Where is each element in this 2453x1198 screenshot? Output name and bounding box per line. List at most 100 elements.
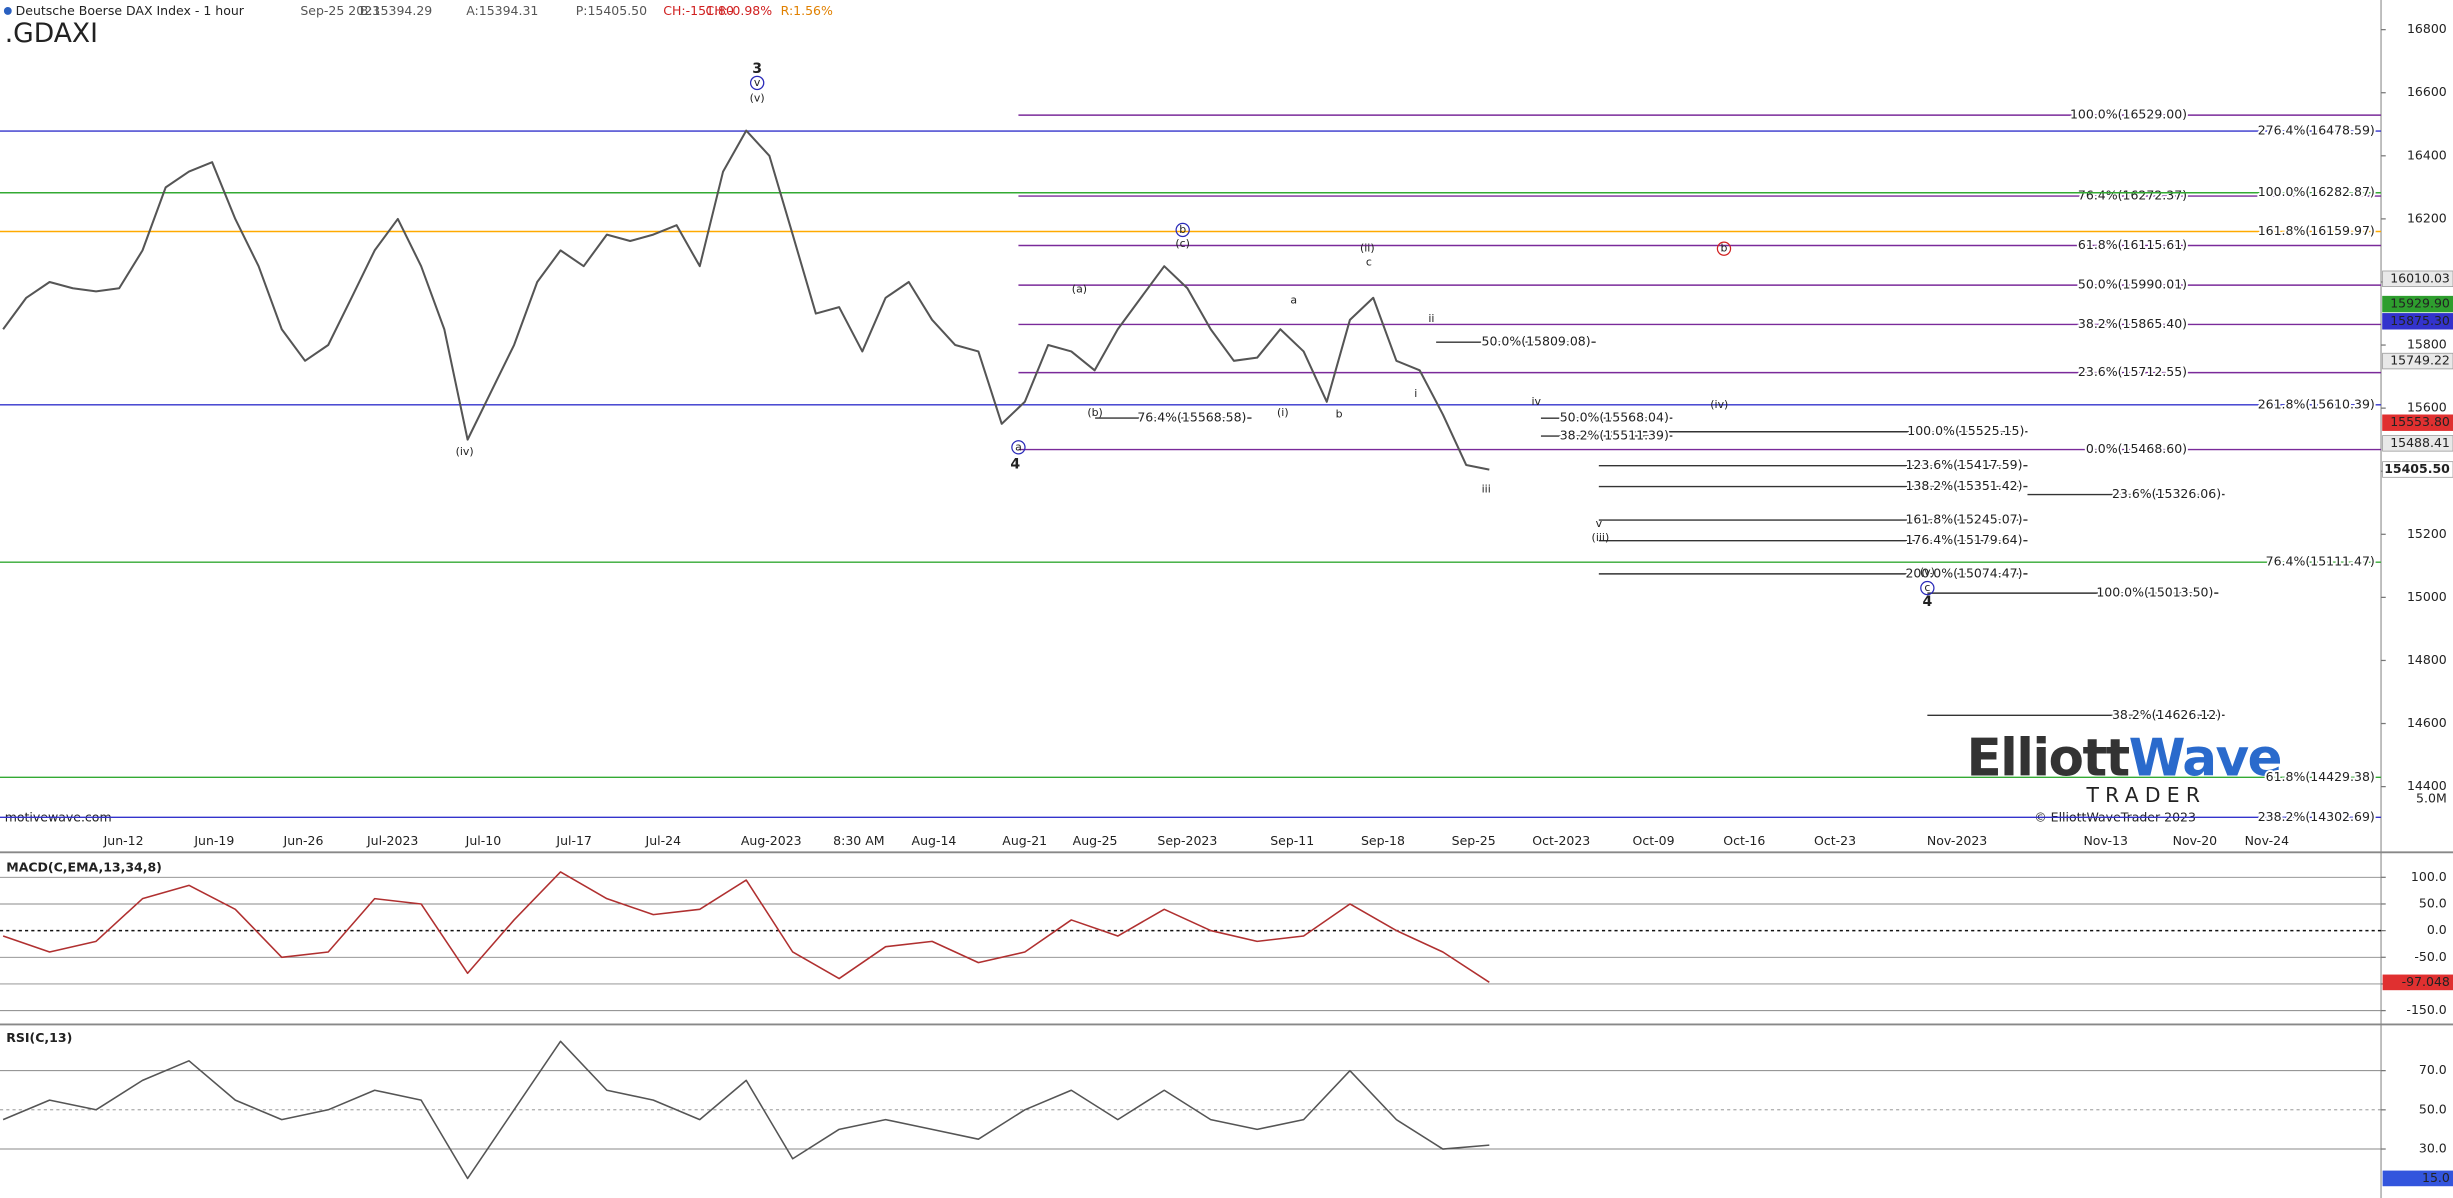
fib-label: 50.0%(15809.08) [1481, 334, 1590, 349]
x-tick-label: Jun-26 [283, 833, 324, 848]
wave-label: (c) [1175, 237, 1190, 250]
x-tick-label: Sep-2023 [1157, 833, 1217, 848]
wave-label: 4 [1010, 456, 1020, 472]
price-tag-label: 15553.80 [2390, 414, 2450, 429]
value-tag [2382, 1170, 2453, 1187]
price-tag-label: 15405.50 [2384, 461, 2450, 476]
y-tick-label: 100.0 [2411, 869, 2447, 884]
fib-label: 23.6%(15712.55) [2078, 364, 2187, 379]
value-tag [2382, 974, 2453, 991]
fib-label: 100.0%(16529.00) [2070, 107, 2187, 122]
wave-label: (iv) [456, 445, 474, 458]
fib-label: 38.2%(15511.39) [1560, 428, 1669, 443]
fib-label: 100.0%(16282.87) [2258, 184, 2375, 199]
y-tick-label: 50.0 [2419, 1101, 2447, 1116]
fib-label: 261.8%(15610.39) [2258, 396, 2375, 411]
wave-label: (ii) [1360, 242, 1375, 255]
wave-label: 4 [1922, 594, 1932, 610]
header-date: Sep-25 2023 [300, 2, 380, 17]
y-tick-label: 16800 [2407, 21, 2447, 36]
fib-label: 276.4%(16478.59) [2258, 123, 2375, 138]
wave-label: a [1015, 440, 1022, 453]
x-tick-label: Jun-19 [193, 833, 234, 848]
fib-label: 138.2%(15351.42) [1905, 478, 2022, 493]
fib-label: 100.0%(15525.15) [1907, 423, 2024, 438]
price-tag [2382, 461, 2453, 478]
header-bid: B:15394.29 [360, 2, 432, 17]
logo-name: ElliottWave [1966, 729, 2281, 789]
y-tick-label: 15800 [2407, 337, 2447, 352]
fib-label: 238.2%(14302.69) [2258, 809, 2375, 824]
fib-label: 50.0%(15990.01) [2078, 277, 2187, 292]
logo-name-1: Elliott [1966, 729, 2129, 789]
price-tag [2382, 414, 2453, 431]
y-tick-label: 16600 [2407, 84, 2447, 99]
panel-title: RSI(C,13) [6, 1030, 72, 1045]
wave-circle [1920, 580, 1935, 596]
data-line [2, 871, 1490, 983]
x-tick-label: 8:30 AM [833, 833, 884, 848]
y-tick-label: 30.0 [2419, 1141, 2447, 1156]
y-tick-label: 15200 [2407, 526, 2447, 541]
symbol: .GDAXI [5, 18, 98, 49]
volume-tick-label: 5.0M [2416, 791, 2447, 806]
price-tag [2382, 435, 2453, 452]
fib-label: 123.6%(15417.59) [1905, 457, 2022, 472]
wave-circle [1175, 222, 1190, 238]
price-tag [2382, 295, 2453, 313]
fib-label: 38.2%(14626.12) [2112, 707, 2221, 722]
y-tick-label: 15600 [2407, 400, 2447, 415]
wave-label: (iii) [1592, 531, 1610, 544]
fib-label: 61.8%(16115.61) [2078, 237, 2187, 252]
wave-label: b [1179, 223, 1186, 236]
x-tick-label: Oct-2023 [1532, 833, 1590, 848]
fib-label: 100.0%(15013.50) [2096, 585, 2213, 600]
y-tick-label: 15000 [2407, 589, 2447, 604]
header: Deutsche Boerse DAX Index - 1 hour Sep-2… [16, 2, 833, 17]
data-line [2, 1040, 1490, 1180]
x-tick-label: Jul-2023 [366, 833, 418, 848]
y-tick-label: 0.0 [2427, 922, 2447, 937]
wave-label: b [1336, 407, 1343, 420]
fib-label: 50.0%(15568.04) [1560, 410, 1669, 425]
logo-name-2: Wave [2129, 729, 2281, 789]
x-tick-label: Oct-16 [1723, 833, 1765, 848]
price-tag-label: 16010.03 [2390, 270, 2450, 285]
fib-label: 176.4%(15179.64) [1905, 532, 2022, 547]
price-tag [2382, 270, 2453, 288]
wave-circle [1011, 440, 1026, 455]
wave-label: c [1366, 256, 1372, 269]
wave-label: (a) [1072, 282, 1087, 295]
x-tick-label: Nov-24 [2245, 833, 2290, 848]
y-tick-label: 70.0 [2419, 1062, 2447, 1077]
y-tick-label: 16200 [2407, 210, 2447, 225]
wave-label: v [1596, 517, 1603, 530]
x-tick-label: Aug-21 [1002, 833, 1047, 848]
header-price: P:15405.50 [576, 2, 647, 17]
price-tag [2382, 352, 2453, 370]
fib-label: 76.4%(15568.58) [1137, 410, 1246, 425]
fib-label: 76.4%(16272.37) [2078, 188, 2187, 203]
x-tick-label: Nov-20 [2173, 833, 2218, 848]
y-tick-label: -50.0 [2414, 949, 2446, 964]
header-change-pct: CH:-0.98% [706, 2, 773, 17]
fib-label: 200.0%(15074.47) [1905, 565, 2022, 580]
price-tag-label: 15875.30 [2390, 313, 2450, 328]
wave-label: (iv) [1710, 398, 1728, 411]
y-tick-label: 14800 [2407, 652, 2447, 667]
wave-label: (i) [1277, 406, 1289, 419]
x-tick-label: Aug-25 [1073, 833, 1118, 848]
wave-label: a [1290, 293, 1297, 306]
wave-label: (b) [1087, 406, 1102, 419]
fib-label: 161.8%(16159.97) [2258, 223, 2375, 238]
y-tick-label: -150.0 [2406, 1002, 2446, 1017]
price-tag-label: 15929.90 [2390, 296, 2450, 311]
y-tick-label: 16400 [2407, 147, 2447, 162]
fib-label: 161.8%(15245.07) [1905, 512, 2022, 527]
header-title: Deutsche Boerse DAX Index - 1 hour [16, 2, 245, 17]
x-tick-label: Aug-14 [912, 833, 957, 848]
price-tag [2382, 313, 2453, 330]
x-tick-label: Nov-13 [2083, 833, 2127, 848]
